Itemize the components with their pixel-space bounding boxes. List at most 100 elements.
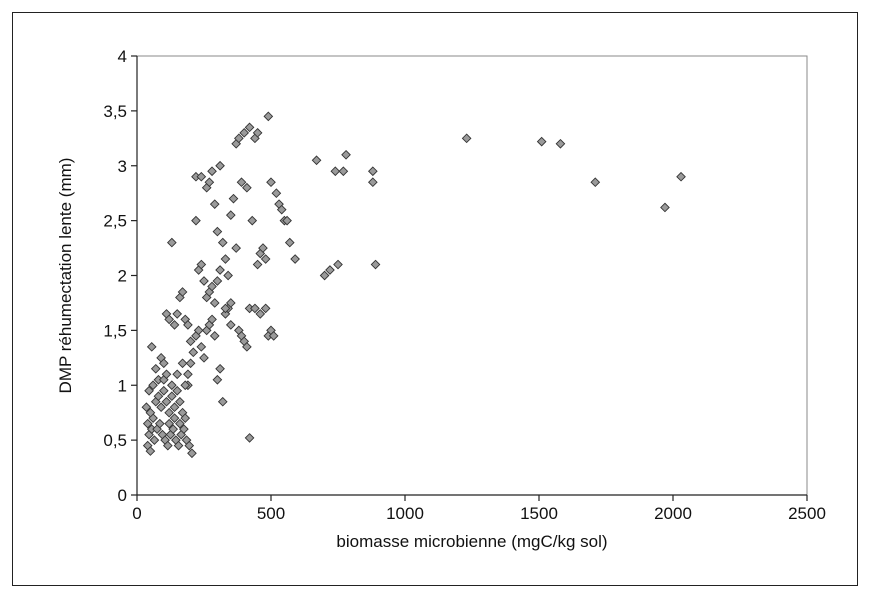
data-point bbox=[234, 133, 244, 144]
data-point bbox=[268, 331, 279, 341]
data-point bbox=[207, 281, 217, 292]
data-point bbox=[290, 254, 300, 264]
data-point bbox=[212, 276, 223, 286]
data-point bbox=[172, 385, 183, 396]
data-point bbox=[162, 440, 173, 451]
data-point bbox=[236, 177, 247, 188]
data-point bbox=[231, 243, 241, 253]
data-point bbox=[260, 303, 271, 314]
data-point bbox=[244, 122, 255, 133]
y-tick-label: 0 bbox=[118, 486, 127, 505]
data-point bbox=[370, 259, 381, 270]
data-point bbox=[239, 127, 250, 138]
x-tick-label: 1000 bbox=[386, 504, 424, 523]
data-point bbox=[196, 259, 207, 270]
data-point bbox=[461, 133, 472, 144]
y-tick-label: 2,5 bbox=[103, 212, 127, 231]
data-point bbox=[242, 342, 252, 352]
y-tick-label: 1,5 bbox=[103, 321, 127, 340]
data-point bbox=[217, 237, 228, 248]
data-point bbox=[255, 309, 266, 319]
data-point bbox=[338, 166, 349, 177]
data-point bbox=[142, 418, 153, 429]
data-point bbox=[146, 342, 157, 352]
data-point bbox=[153, 391, 164, 402]
data-point bbox=[191, 215, 201, 226]
x-tick-label: 2000 bbox=[654, 504, 692, 523]
data-point bbox=[223, 270, 233, 281]
data-point bbox=[177, 287, 188, 297]
data-point bbox=[250, 303, 260, 314]
data-point bbox=[215, 160, 225, 171]
data-point bbox=[193, 325, 204, 336]
data-point bbox=[148, 380, 158, 391]
x-tick-label: 500 bbox=[257, 504, 285, 523]
data-point bbox=[145, 407, 156, 418]
data-point bbox=[225, 210, 236, 220]
data-point bbox=[169, 402, 180, 413]
y-tick-label: 4 bbox=[118, 47, 127, 66]
data-point bbox=[333, 259, 343, 270]
plot-area bbox=[136, 55, 808, 496]
data-point bbox=[325, 265, 335, 275]
data-points bbox=[141, 111, 686, 459]
data-point bbox=[220, 254, 231, 264]
data-point bbox=[180, 413, 191, 424]
data-point bbox=[184, 440, 195, 451]
data-point bbox=[156, 402, 166, 413]
data-point bbox=[150, 363, 161, 374]
data-point bbox=[660, 202, 670, 213]
data-point bbox=[215, 363, 225, 374]
data-point bbox=[183, 369, 193, 380]
data-point bbox=[199, 352, 209, 363]
data-point bbox=[204, 177, 215, 188]
data-point bbox=[187, 448, 197, 459]
data-point bbox=[164, 314, 174, 325]
data-point bbox=[215, 265, 225, 275]
data-point bbox=[330, 166, 341, 177]
y-axis-title: DMP réhumectation lente (mm) bbox=[56, 158, 75, 394]
plot-border bbox=[136, 55, 808, 496]
data-point bbox=[164, 418, 174, 429]
data-point bbox=[167, 380, 177, 391]
data-point bbox=[266, 177, 276, 188]
data-point bbox=[220, 303, 231, 314]
data-point bbox=[252, 259, 263, 270]
data-point bbox=[212, 226, 223, 237]
chart-frame: 0 0,5 1 1,5 2 2,5 3 3,5 4 0 500 1000 1500 2000 2500 bi… bbox=[12, 12, 858, 586]
data-point bbox=[183, 320, 193, 330]
y-tick-label: 0,5 bbox=[103, 431, 127, 450]
data-point bbox=[311, 155, 322, 166]
data-point bbox=[284, 237, 295, 248]
data-point bbox=[196, 171, 207, 182]
data-point bbox=[209, 199, 220, 209]
data-point bbox=[341, 149, 351, 160]
data-point bbox=[169, 320, 180, 330]
data-point bbox=[207, 314, 217, 325]
data-point bbox=[175, 396, 185, 407]
data-point bbox=[252, 127, 263, 138]
data-point bbox=[244, 433, 255, 443]
data-point bbox=[258, 243, 268, 253]
data-point bbox=[161, 396, 172, 407]
data-point bbox=[225, 298, 236, 308]
data-point bbox=[263, 111, 274, 122]
data-point bbox=[676, 171, 686, 182]
data-point bbox=[175, 418, 185, 429]
data-point bbox=[158, 358, 169, 369]
data-point bbox=[164, 407, 174, 418]
data-point bbox=[207, 166, 217, 177]
data-point bbox=[167, 391, 177, 402]
data-point bbox=[555, 138, 566, 149]
data-point bbox=[169, 413, 180, 424]
data-point bbox=[172, 369, 183, 380]
data-point bbox=[167, 237, 177, 248]
scatter-chart: 0 0,5 1 1,5 2 2,5 3 3,5 4 0 500 1000 1500 2000 2500 bi… bbox=[56, 47, 826, 551]
data-point bbox=[225, 320, 236, 330]
data-point bbox=[368, 177, 378, 188]
data-point bbox=[247, 215, 258, 226]
y-tick-label: 3 bbox=[118, 157, 127, 176]
y-tick-label: 2 bbox=[118, 267, 127, 286]
data-point bbox=[145, 446, 156, 456]
data-point bbox=[212, 374, 223, 385]
